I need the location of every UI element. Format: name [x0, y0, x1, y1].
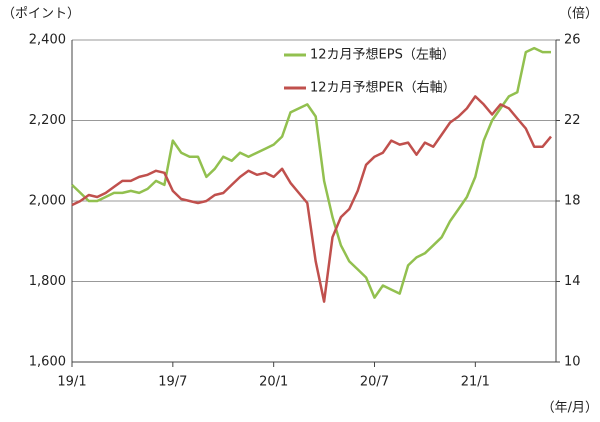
- x-tick-label: 20/7: [360, 375, 389, 390]
- y-tick-label: 2,000: [29, 194, 66, 209]
- y2-tick-label: 10: [564, 355, 581, 370]
- series-line: [71, 95, 552, 303]
- x-tick-label: 20/1: [259, 375, 288, 390]
- legend-label: 12カ月予想PER（右軸）: [310, 80, 456, 96]
- y2-axis-title: （倍）: [559, 7, 598, 22]
- legend-label: 12カ月予想EPS（左軸）: [310, 47, 455, 63]
- x-tick-label: 19/1: [57, 375, 86, 390]
- y-tick-label: 1,800: [29, 274, 66, 289]
- y-tick-label: 1,600: [29, 355, 66, 370]
- y2-tick-label: 18: [564, 194, 581, 209]
- y-axis-title: （ポイント）: [2, 7, 80, 22]
- y2-tick-label: 22: [564, 113, 581, 128]
- y2-tick-label: 26: [564, 33, 581, 48]
- x-tick-label: 21/1: [461, 375, 490, 390]
- y-tick-label: 2,400: [29, 33, 66, 48]
- x-axis-title: （年/月）: [542, 401, 598, 416]
- x-tick-label: 19/7: [158, 375, 187, 390]
- series-line: [71, 46, 551, 299]
- y-tick-label: 2,200: [29, 113, 66, 128]
- y2-tick-label: 14: [564, 274, 581, 289]
